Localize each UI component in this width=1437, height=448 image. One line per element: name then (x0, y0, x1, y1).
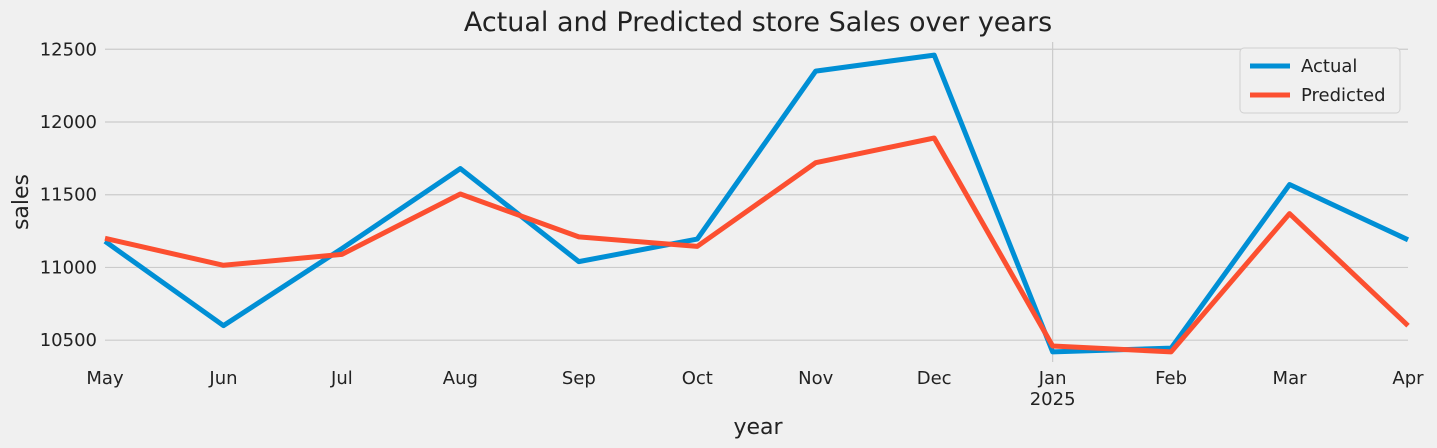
y-tick-label: 12000 (40, 112, 97, 133)
x-tick-label: Nov (798, 368, 833, 389)
y-tick-label: 10500 (40, 330, 97, 351)
legend-predicted-label: Predicted (1301, 85, 1386, 106)
x-tick-label: Aug (443, 368, 478, 389)
x-tick-label: Feb (1155, 368, 1187, 389)
y-tick-label: 12500 (40, 39, 97, 60)
chart-title: Actual and Predicted store Sales over ye… (464, 7, 1052, 38)
year-tick-label: 2025 (1030, 389, 1076, 410)
y-tick-label: 11000 (40, 257, 97, 278)
x-tick-label: Dec (917, 368, 952, 389)
legend: Actual Predicted (1239, 47, 1401, 114)
x-tick-label: Jul (330, 368, 353, 389)
grid (105, 42, 1408, 362)
x-tick-label: May (86, 368, 124, 389)
x-tick-label: Jan (1038, 368, 1067, 389)
legend-actual-label: Actual (1301, 56, 1357, 77)
x-tick-label: Jun (208, 368, 237, 389)
predicted-series-line (104, 135, 1410, 355)
x-tick-label: Mar (1273, 368, 1308, 389)
y-tick-label: 11500 (40, 185, 97, 206)
y-axis-label: sales (9, 174, 34, 230)
x-tick-label: Oct (682, 368, 713, 389)
x-tick-label: Apr (1392, 368, 1424, 389)
x-axis-label: year (733, 415, 783, 440)
tick-labels: 10500 11000 11500 12000 12500 May Jun Jul Aug Sep… (40, 39, 1424, 410)
x-tick-label: Sep (562, 368, 596, 389)
series-group (103, 52, 1410, 355)
actual-series-line (103, 52, 1410, 355)
